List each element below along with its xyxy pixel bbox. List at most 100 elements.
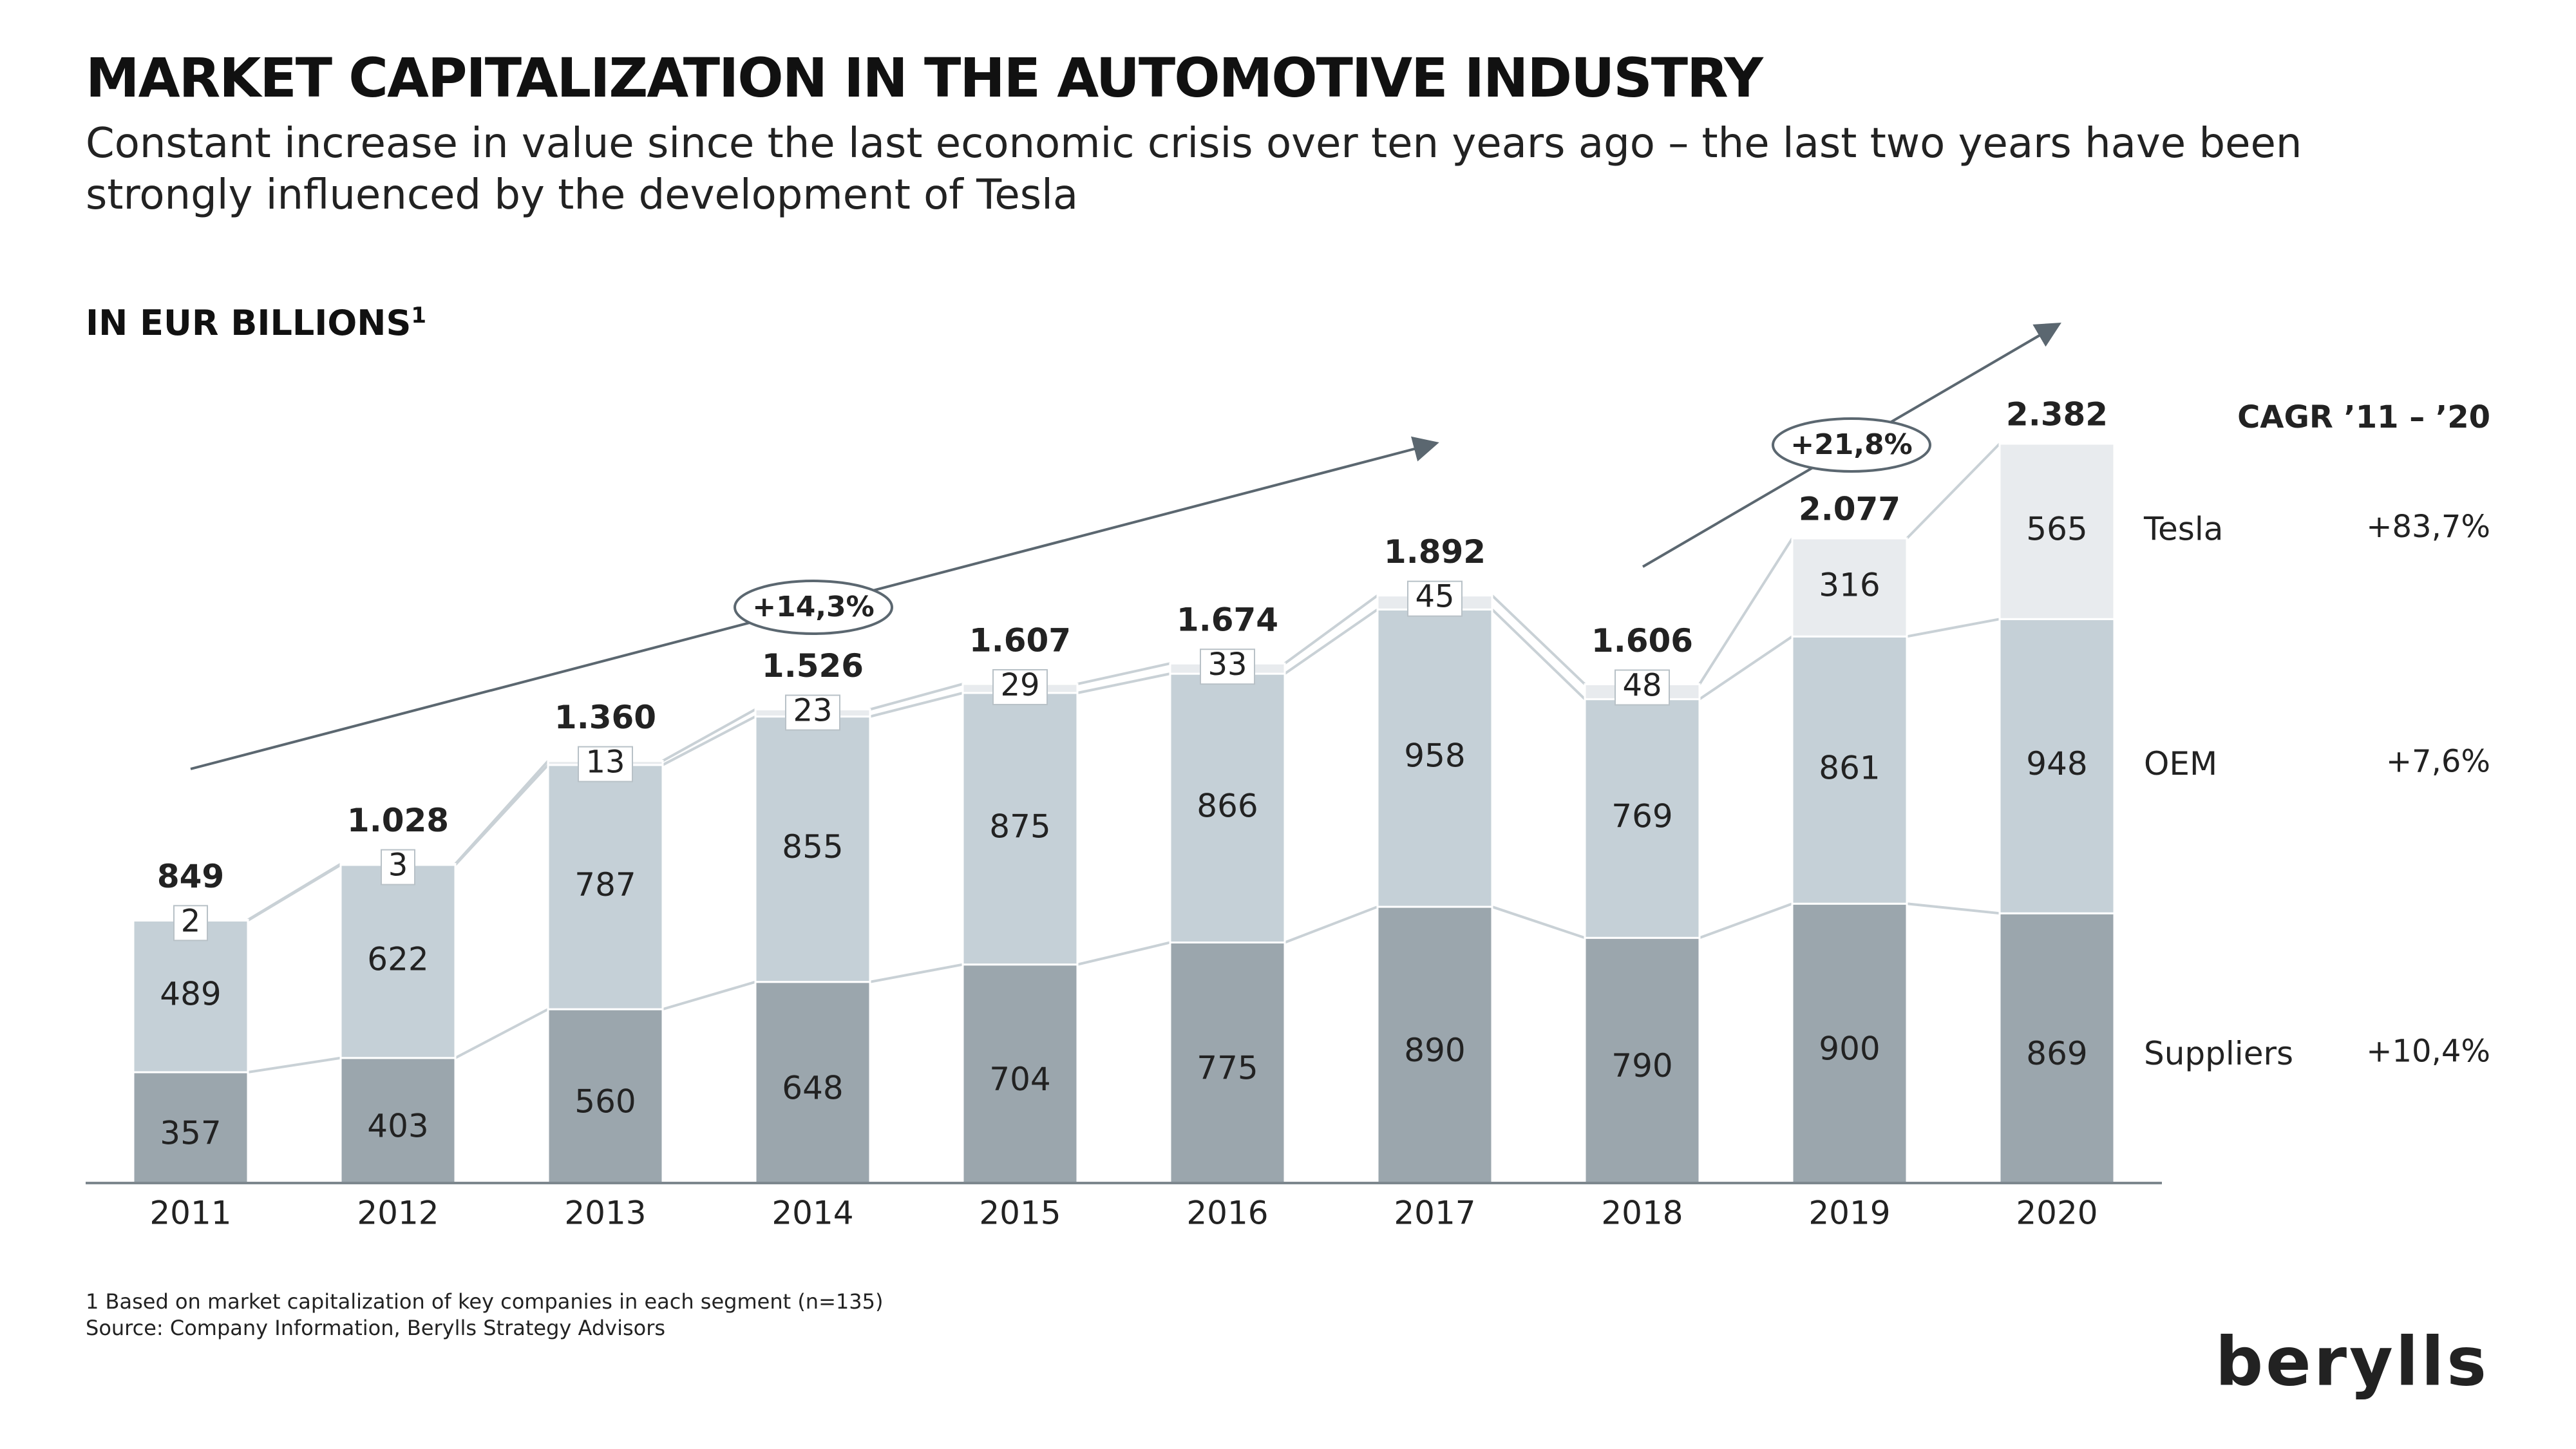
connector bbox=[1284, 905, 1378, 944]
legend-label: Tesla bbox=[2143, 511, 2223, 548]
segment-label: 958 bbox=[1404, 737, 1465, 775]
segment-label: 875 bbox=[989, 808, 1050, 845]
x-tick-label: 2015 bbox=[979, 1195, 1061, 1232]
segment-label: 869 bbox=[2026, 1035, 2087, 1072]
unit-label: IN EUR BILLIONS1 bbox=[86, 303, 426, 343]
x-tick-label: 2017 bbox=[1394, 1195, 1475, 1232]
bar-segment bbox=[339, 864, 457, 1059]
segment-label: 403 bbox=[367, 1107, 428, 1144]
cagr-value: +10,4% bbox=[2366, 1034, 2490, 1070]
cagr-value: +83,7% bbox=[2366, 509, 2490, 545]
connector bbox=[1906, 442, 2001, 540]
connector bbox=[1698, 635, 1794, 701]
segment-label: 704 bbox=[989, 1061, 1050, 1098]
bar-segment bbox=[1376, 608, 1493, 908]
label-box bbox=[173, 905, 208, 942]
segment-label: 23 bbox=[793, 693, 832, 729]
annotation: +21,8% bbox=[1790, 428, 1913, 461]
segment-label: 900 bbox=[1819, 1030, 1880, 1068]
total-label: 2.382 bbox=[2006, 396, 2108, 433]
connector bbox=[1906, 902, 2000, 915]
connector bbox=[869, 963, 963, 983]
segment-label: 648 bbox=[782, 1069, 843, 1106]
bar-segment bbox=[1998, 912, 2116, 1184]
x-tick-label: 2018 bbox=[1601, 1195, 1683, 1232]
bar-segment bbox=[132, 919, 249, 1074]
segment-label: 29 bbox=[1000, 667, 1039, 703]
cagr-header: CAGR ’11 – ’20 bbox=[2237, 399, 2490, 435]
bar-segment bbox=[1584, 936, 1701, 1184]
bar-segment bbox=[1791, 537, 1908, 638]
legend-label: Suppliers bbox=[2144, 1035, 2293, 1072]
segment-label: 565 bbox=[2026, 511, 2087, 548]
segment-label: 33 bbox=[1208, 647, 1247, 683]
logo: berylls bbox=[2215, 1322, 2489, 1401]
connector bbox=[1077, 672, 1171, 694]
segment-label: 316 bbox=[1819, 567, 1880, 604]
x-tick-label: 2020 bbox=[2016, 1195, 2098, 1232]
label-box bbox=[1407, 580, 1463, 617]
connector bbox=[1077, 662, 1171, 685]
label-box bbox=[1615, 669, 1670, 706]
bar-segment bbox=[754, 715, 871, 983]
segment-label: 357 bbox=[160, 1114, 221, 1151]
footnote: 1 Based on market capitalization of key … bbox=[86, 1289, 884, 1314]
segment-label: 560 bbox=[574, 1083, 636, 1121]
annotation: +14,3% bbox=[752, 591, 875, 623]
connector bbox=[1283, 608, 1379, 675]
legend-label: OEM bbox=[2144, 745, 2217, 782]
segment-label: 2 bbox=[181, 903, 201, 939]
x-tick-label: 2011 bbox=[149, 1195, 231, 1232]
connector bbox=[454, 760, 549, 865]
footnote-mark: 1 bbox=[411, 303, 427, 328]
label-box bbox=[992, 669, 1048, 706]
connector bbox=[1283, 594, 1379, 665]
connector bbox=[1699, 902, 1793, 940]
connector bbox=[869, 692, 963, 718]
segment-label: 866 bbox=[1197, 787, 1258, 824]
x-tick-label: 2019 bbox=[1808, 1195, 1890, 1232]
segment-label: 861 bbox=[1819, 749, 1880, 786]
total-label: 1.674 bbox=[1177, 601, 1278, 639]
segment-label: 13 bbox=[585, 744, 625, 781]
bar-segment bbox=[1998, 618, 2116, 914]
segment-label: 3 bbox=[388, 848, 408, 884]
total-label: 1.607 bbox=[969, 622, 1071, 659]
cagr-value: +7,6% bbox=[2386, 744, 2490, 780]
label-box bbox=[578, 746, 633, 782]
total-label: 1.360 bbox=[554, 699, 656, 736]
chart-subtitle: Constant increase in value since the las… bbox=[86, 120, 2302, 219]
x-tick-label: 2014 bbox=[772, 1195, 853, 1232]
connector bbox=[247, 1056, 341, 1074]
source: Source: Company Information, Berylls Str… bbox=[86, 1316, 666, 1340]
bar-segment bbox=[1169, 941, 1286, 1184]
segment-label: 775 bbox=[1197, 1050, 1258, 1087]
connector bbox=[247, 862, 342, 922]
connector bbox=[1492, 905, 1586, 940]
connector bbox=[455, 1008, 549, 1059]
annotation-ellipse bbox=[734, 580, 893, 635]
total-label: 1.028 bbox=[347, 802, 449, 839]
connector bbox=[662, 715, 756, 766]
segment-label: 948 bbox=[2026, 745, 2087, 782]
x-tick-label: 2012 bbox=[357, 1195, 439, 1232]
segment-label: 787 bbox=[574, 866, 636, 904]
bar-segment bbox=[1791, 902, 1908, 1184]
connector bbox=[1698, 537, 1794, 685]
bar-segment bbox=[339, 1057, 457, 1184]
connector bbox=[662, 708, 756, 762]
label-box bbox=[381, 849, 415, 886]
total-label: 849 bbox=[157, 858, 224, 895]
x-tick-label: 2013 bbox=[564, 1195, 646, 1232]
segment-label: 45 bbox=[1415, 579, 1454, 615]
total-label: 1.526 bbox=[762, 647, 864, 685]
segment-label: 622 bbox=[367, 940, 428, 978]
connector bbox=[869, 683, 963, 711]
connector bbox=[1491, 608, 1586, 701]
label-box bbox=[1200, 649, 1255, 685]
chart-title: MARKET CAPITALIZATION IN THE AUTOMOTIVE … bbox=[86, 46, 1763, 109]
bar-segment bbox=[1376, 905, 1493, 1184]
bar-segment bbox=[1584, 698, 1701, 939]
